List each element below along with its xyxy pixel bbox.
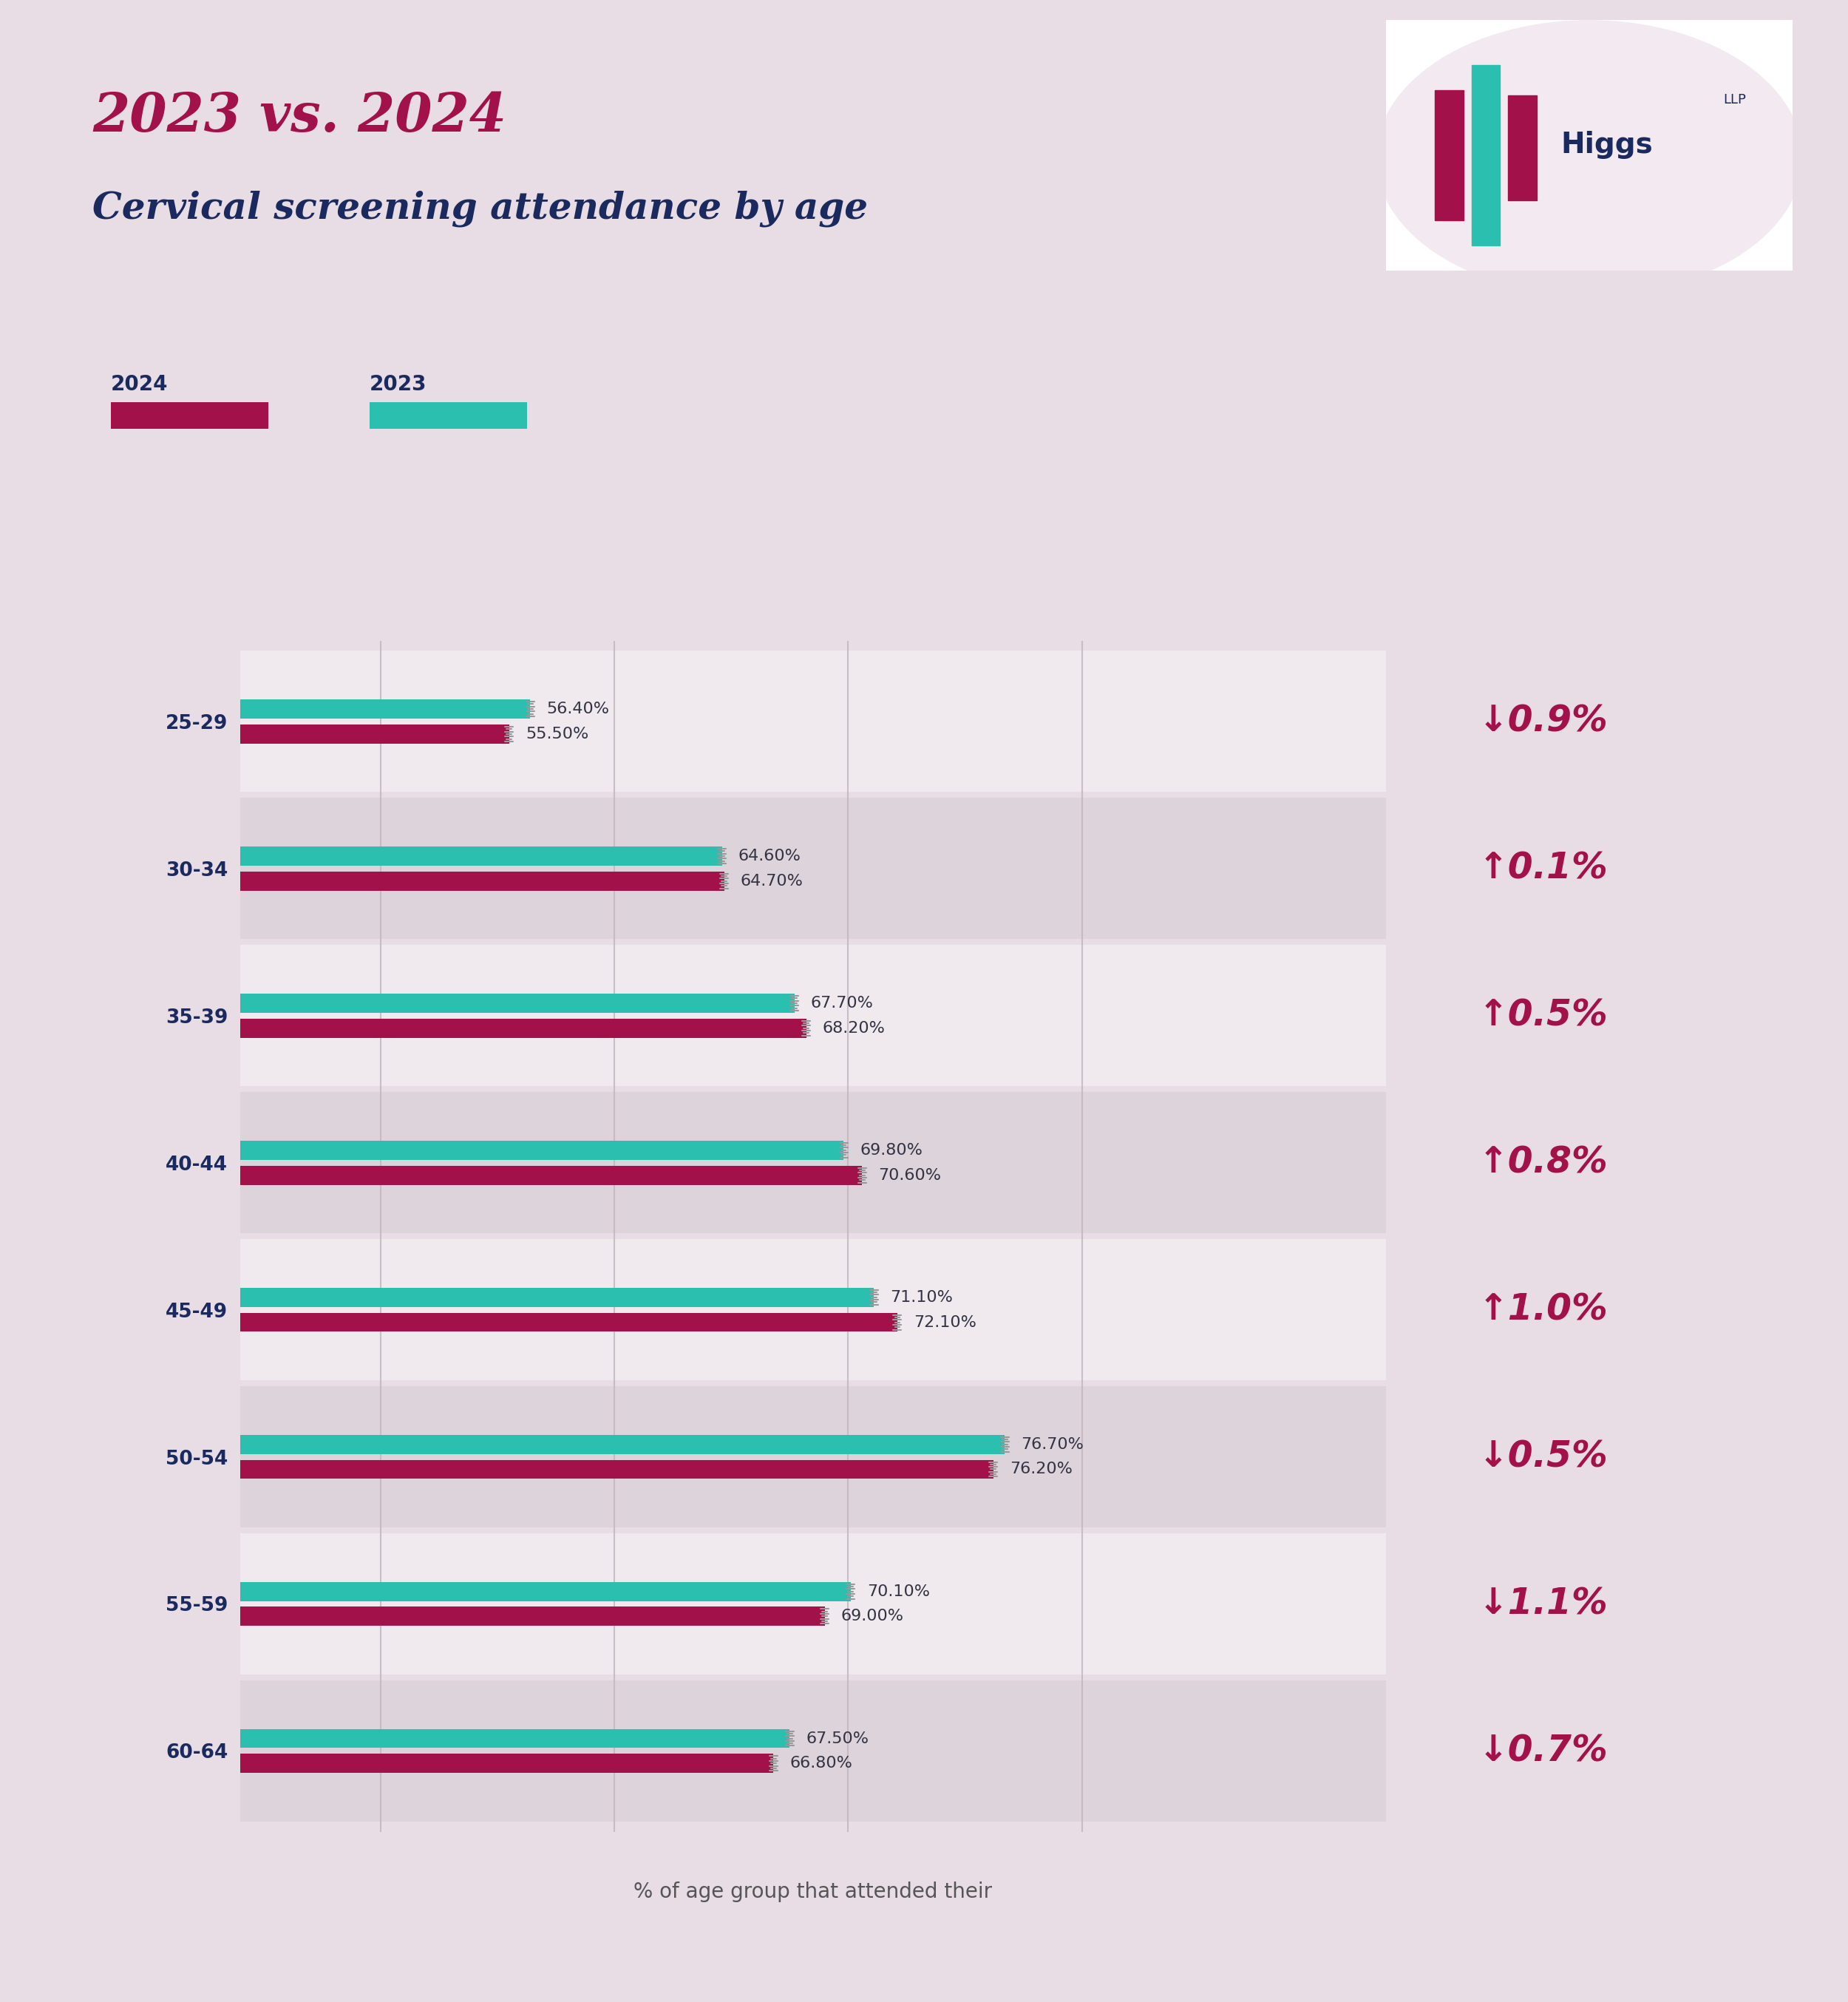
Bar — [240, 1385, 1386, 1528]
Bar — [240, 871, 724, 891]
Text: 2024: 2024 — [111, 374, 168, 394]
Text: ↑1.0%: ↑1.0% — [1478, 1291, 1608, 1327]
Text: 76.20%: 76.20% — [1009, 1461, 1072, 1477]
Text: 56.40%: 56.40% — [547, 701, 610, 717]
Text: ↓0.5%: ↓0.5% — [1478, 1439, 1608, 1475]
Bar — [240, 1754, 772, 1774]
Ellipse shape — [1375, 20, 1804, 296]
Bar — [240, 945, 1386, 1087]
Circle shape — [190, 402, 347, 428]
Text: 55.50%: 55.50% — [525, 727, 588, 741]
Bar — [240, 1459, 992, 1479]
Bar — [240, 847, 723, 865]
Text: ↓1.1%: ↓1.1% — [1478, 1586, 1608, 1622]
Bar — [240, 1093, 1386, 1233]
Bar — [240, 651, 1386, 793]
Circle shape — [290, 402, 449, 428]
Text: 72.10%: 72.10% — [913, 1315, 976, 1329]
Text: 76.70%: 76.70% — [1022, 1437, 1085, 1451]
Circle shape — [449, 402, 606, 428]
Text: 69.80%: 69.80% — [859, 1143, 922, 1157]
Circle shape — [31, 402, 190, 428]
Bar — [1508, 94, 1536, 200]
Text: 64.60%: 64.60% — [739, 849, 800, 863]
Bar — [240, 1582, 850, 1602]
Text: 64.70%: 64.70% — [741, 873, 804, 889]
Text: 71.10%: 71.10% — [891, 1289, 954, 1305]
Text: ↓0.9%: ↓0.9% — [1478, 705, 1608, 739]
Bar — [240, 1287, 874, 1307]
Text: LLP: LLP — [1724, 94, 1746, 106]
Bar — [240, 699, 530, 719]
Bar — [240, 1165, 863, 1185]
Bar — [1471, 64, 1501, 244]
Text: 70.60%: 70.60% — [878, 1167, 941, 1183]
Bar — [240, 1534, 1386, 1674]
Bar — [240, 1730, 789, 1748]
Bar — [240, 1435, 1005, 1453]
Bar — [240, 1680, 1386, 1822]
Bar — [240, 1141, 843, 1159]
Text: 70.10%: 70.10% — [867, 1584, 930, 1600]
Text: 2023: 2023 — [370, 374, 427, 394]
Text: 69.00%: 69.00% — [841, 1610, 904, 1624]
Bar — [240, 1608, 824, 1626]
Text: ↑0.8%: ↑0.8% — [1478, 1145, 1608, 1181]
Text: Higgs: Higgs — [1562, 130, 1654, 160]
Bar — [240, 1019, 806, 1037]
Bar — [240, 725, 510, 743]
Text: Cervical screening attendance by age: Cervical screening attendance by age — [92, 190, 869, 226]
Text: 2023 vs. 2024: 2023 vs. 2024 — [92, 90, 506, 142]
Text: ↓0.7%: ↓0.7% — [1478, 1734, 1608, 1768]
Bar — [240, 993, 795, 1013]
Text: % of age group that attended their: % of age group that attended their — [634, 1882, 992, 1902]
Bar — [1434, 90, 1464, 220]
Bar — [240, 1313, 898, 1331]
Text: ↑0.1%: ↑0.1% — [1478, 851, 1608, 887]
Bar — [240, 1239, 1386, 1379]
Bar — [240, 799, 1386, 939]
Text: 66.80%: 66.80% — [789, 1756, 852, 1772]
Text: 67.70%: 67.70% — [811, 995, 874, 1011]
Text: 67.50%: 67.50% — [806, 1732, 869, 1746]
Text: ↑0.5%: ↑0.5% — [1478, 997, 1608, 1033]
Text: 68.20%: 68.20% — [822, 1021, 885, 1035]
